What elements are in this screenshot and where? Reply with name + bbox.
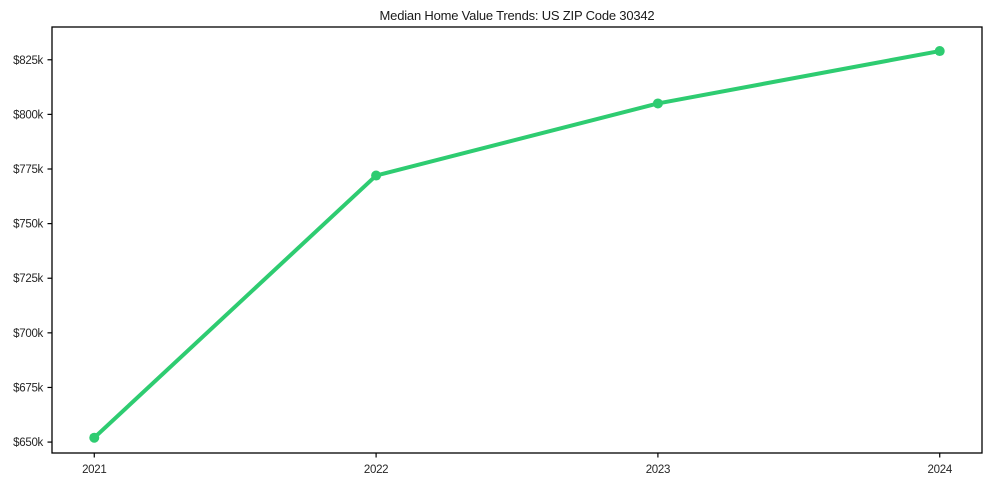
data-point-marker: [652, 98, 663, 109]
x-tick-label: 2021: [82, 464, 106, 476]
y-tick-label: $700k: [13, 328, 43, 340]
plot-box: [51, 26, 983, 454]
x-tick-label: 2022: [364, 464, 388, 476]
y-tick-label: $650k: [13, 437, 43, 449]
y-tick-label: $800k: [13, 109, 43, 121]
chart-title: Median Home Value Trends: US ZIP Code 30…: [379, 8, 655, 23]
data-point-marker: [89, 432, 100, 443]
y-tick-label: $750k: [13, 219, 43, 231]
data-point-marker: [934, 46, 945, 57]
y-tick-label: $725k: [13, 273, 43, 285]
y-tick-label: $775k: [13, 164, 43, 176]
x-tick-label: 2023: [646, 464, 670, 476]
y-tick-label: $825k: [13, 55, 43, 67]
y-tick-label: $675k: [13, 382, 43, 394]
data-point-marker: [371, 170, 382, 181]
trend-line: [92, 49, 942, 440]
x-tick-label: 2024: [928, 464, 953, 476]
